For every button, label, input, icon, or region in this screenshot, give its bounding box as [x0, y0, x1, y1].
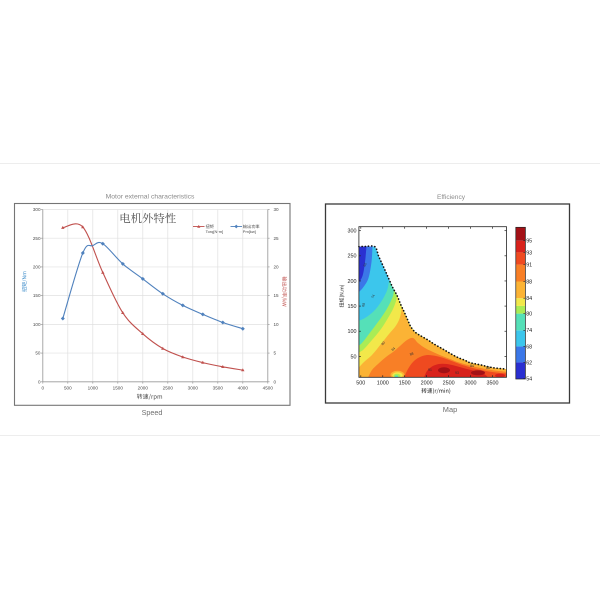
svg-text:1500: 1500 — [399, 381, 411, 387]
svg-text:500: 500 — [356, 381, 365, 387]
svg-text:95: 95 — [526, 239, 532, 245]
svg-text:200: 200 — [348, 279, 357, 285]
svg-text:Torq[N·m]: Torq[N·m] — [206, 229, 224, 234]
svg-text:2000: 2000 — [421, 381, 433, 387]
svg-text:3500: 3500 — [486, 381, 498, 387]
svg-text:5: 5 — [274, 351, 277, 356]
svg-text:300: 300 — [348, 229, 357, 235]
svg-text:50: 50 — [351, 354, 357, 360]
svg-text:Efficiency: Efficiency — [437, 194, 466, 201]
svg-text:93: 93 — [526, 250, 532, 256]
svg-text:2000: 2000 — [138, 386, 149, 391]
svg-text:88: 88 — [409, 351, 414, 356]
svg-text:Speed: Speed — [142, 408, 163, 417]
svg-text:10: 10 — [274, 322, 280, 327]
svg-text:3000: 3000 — [188, 386, 199, 391]
svg-text:2500: 2500 — [163, 386, 174, 391]
svg-text:15: 15 — [274, 293, 280, 298]
svg-text:2500: 2500 — [443, 381, 455, 387]
svg-text:3500: 3500 — [213, 386, 224, 391]
svg-text:91: 91 — [526, 263, 532, 269]
svg-text:Motor external characteristics: Motor external characteristics — [106, 193, 195, 200]
svg-text:68: 68 — [361, 302, 366, 307]
svg-text:84: 84 — [526, 296, 532, 302]
svg-text:1500: 1500 — [113, 386, 124, 391]
svg-text:0: 0 — [274, 379, 277, 384]
svg-text:1000: 1000 — [377, 381, 389, 387]
svg-text:88: 88 — [486, 366, 490, 370]
svg-text:1000: 1000 — [88, 386, 99, 391]
svg-text:68: 68 — [526, 344, 532, 350]
svg-text:100: 100 — [33, 322, 41, 327]
svg-text:25: 25 — [274, 236, 280, 241]
svg-text:0: 0 — [38, 379, 41, 384]
svg-text:62: 62 — [363, 262, 368, 267]
svg-text:250: 250 — [348, 254, 357, 260]
svg-text:80: 80 — [380, 341, 386, 347]
svg-text:20: 20 — [274, 265, 280, 270]
svg-text:500: 500 — [64, 386, 72, 391]
svg-text:74: 74 — [370, 294, 375, 299]
svg-text:4000: 4000 — [238, 386, 249, 391]
svg-text:4500: 4500 — [263, 386, 274, 391]
svg-text:100: 100 — [348, 329, 357, 335]
svg-text:3000: 3000 — [465, 381, 477, 387]
svg-text:0: 0 — [42, 386, 45, 391]
svg-text:84: 84 — [470, 364, 474, 368]
svg-text:300: 300 — [33, 207, 41, 212]
svg-text:150: 150 — [33, 293, 41, 298]
svg-text:150: 150 — [348, 304, 357, 310]
svg-text:Map: Map — [443, 405, 457, 414]
svg-text:84: 84 — [391, 346, 397, 352]
svg-text:250: 250 — [33, 236, 41, 241]
svg-text:50: 50 — [35, 351, 41, 356]
svg-text:88: 88 — [526, 279, 532, 285]
svg-text:91: 91 — [428, 368, 432, 372]
svg-text:Pm[kw]: Pm[kw] — [243, 229, 256, 234]
svg-text:62: 62 — [526, 360, 532, 366]
svg-text:80: 80 — [526, 312, 532, 318]
svg-text:54: 54 — [526, 376, 532, 382]
svg-text:200: 200 — [33, 265, 41, 270]
svg-text:93: 93 — [455, 371, 459, 375]
svg-text:30: 30 — [274, 207, 280, 212]
svg-text:74: 74 — [526, 328, 532, 334]
